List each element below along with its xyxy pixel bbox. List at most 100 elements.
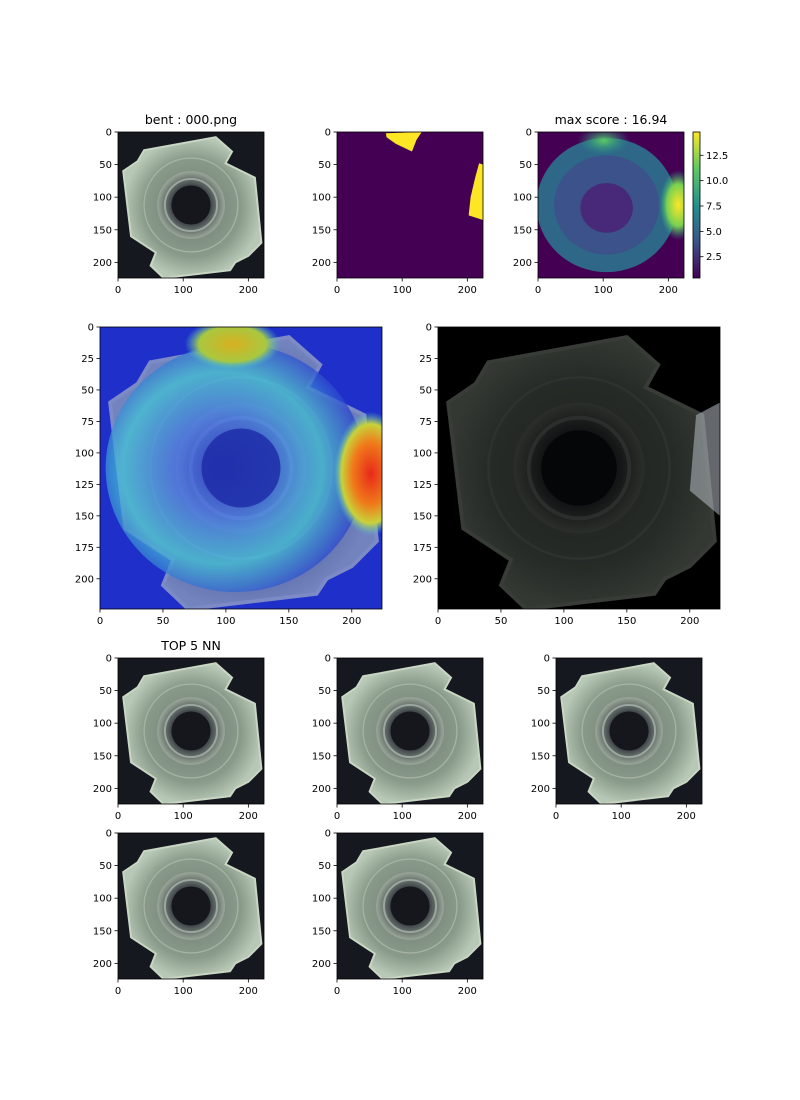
axes-frame xyxy=(117,657,265,805)
x-tick-label: 100 xyxy=(393,986,412,997)
axes-frame xyxy=(336,131,484,279)
y-tick-label: 175 xyxy=(75,543,94,554)
y-tick-label: 50 xyxy=(318,686,331,697)
panel-title: bent : 000.png xyxy=(145,112,237,127)
colorbar-tick-label: 10.0 xyxy=(706,176,728,187)
panel-overlay: 0 50 100 150 200 0 25 50 75 100 125 150 175 200 xyxy=(75,323,383,627)
axes-frame xyxy=(99,326,383,610)
x-tick-label: 100 xyxy=(612,811,631,822)
x-tick-label: 200 xyxy=(677,811,696,822)
y-tick-label: 50 xyxy=(99,861,112,872)
x-tick-label: 100 xyxy=(216,616,235,627)
y-tick-label: 200 xyxy=(531,784,550,795)
panel-masked-image: 0 50 100 150 200 0 25 50 75 100 125 150 175 200 xyxy=(413,323,721,627)
x-tick-label: 0 xyxy=(334,285,340,296)
x-tick-label: 200 xyxy=(458,986,477,997)
y-tick-label: 50 xyxy=(519,160,532,171)
x-tick-label: 150 xyxy=(617,616,636,627)
colorbar-tick-label: 2.5 xyxy=(706,252,722,263)
x-tick-label: 100 xyxy=(594,285,613,296)
mask-region-top xyxy=(385,132,422,152)
x-tick-label: 100 xyxy=(554,616,573,627)
x-tick-label: 50 xyxy=(157,616,170,627)
panel-nn-3: 0 100 200 0 50 100 150 200 xyxy=(531,654,703,822)
y-tick-label: 200 xyxy=(312,959,331,970)
x-tick-label: 0 xyxy=(553,811,559,822)
x-tick-label: 200 xyxy=(342,616,361,627)
panel-mask: 0 100 200 0 50 100 150 200 xyxy=(312,128,484,296)
y-tick-label: 100 xyxy=(93,719,112,730)
y-tick-label: 25 xyxy=(81,354,94,365)
axes-frame xyxy=(117,832,265,980)
y-tick-label: 200 xyxy=(93,258,112,269)
y-tick-label: 100 xyxy=(513,193,532,204)
highlight-region xyxy=(689,402,720,516)
x-tick-label: 200 xyxy=(239,811,258,822)
axes-frame xyxy=(336,832,484,980)
y-tick-label: 50 xyxy=(81,385,94,396)
y-tick-label: 150 xyxy=(312,751,331,762)
x-tick-label: 0 xyxy=(535,285,541,296)
y-tick-label: 50 xyxy=(318,861,331,872)
y-tick-label: 50 xyxy=(537,686,550,697)
hotspot-top xyxy=(577,132,630,156)
panel-title: max score : 16.94 xyxy=(555,112,668,127)
x-tick-label: 100 xyxy=(174,285,193,296)
y-tick-label: 200 xyxy=(312,784,331,795)
x-tick-label: 100 xyxy=(393,811,412,822)
x-tick-label: 100 xyxy=(174,986,193,997)
y-tick-label: 100 xyxy=(312,193,331,204)
x-tick-label: 200 xyxy=(659,285,678,296)
y-tick-label: 150 xyxy=(531,751,550,762)
y-tick-label: 100 xyxy=(93,894,112,905)
x-tick-label: 0 xyxy=(435,616,441,627)
y-tick-label: 0 xyxy=(325,654,331,665)
colorbar-tick-label: 5.0 xyxy=(706,227,722,238)
y-tick-label: 125 xyxy=(413,480,432,491)
y-tick-label: 125 xyxy=(75,480,94,491)
y-tick-label: 200 xyxy=(312,258,331,269)
y-tick-label: 0 xyxy=(526,128,532,139)
y-tick-label: 0 xyxy=(544,654,550,665)
mask-region-right xyxy=(468,163,483,220)
x-tick-label: 200 xyxy=(680,616,699,627)
y-tick-label: 150 xyxy=(312,926,331,937)
y-tick-label: 200 xyxy=(93,784,112,795)
x-tick-label: 100 xyxy=(174,811,193,822)
y-tick-label: 0 xyxy=(88,323,94,334)
y-tick-label: 0 xyxy=(325,829,331,840)
y-tick-label: 200 xyxy=(413,574,432,585)
panel-nn-5: 0 100 200 0 50 100 150 200 xyxy=(312,829,484,997)
x-tick-label: 0 xyxy=(115,285,121,296)
panel-title: TOP 5 NN xyxy=(160,638,221,653)
x-tick-label: 0 xyxy=(97,616,103,627)
y-tick-label: 50 xyxy=(99,160,112,171)
y-tick-label: 150 xyxy=(93,926,112,937)
y-tick-label: 200 xyxy=(93,959,112,970)
y-tick-label: 0 xyxy=(426,323,432,334)
y-tick-label: 150 xyxy=(312,225,331,236)
x-tick-label: 0 xyxy=(334,811,340,822)
axes-frame xyxy=(537,131,685,279)
y-tick-label: 100 xyxy=(75,448,94,459)
overlay-hotspot-top xyxy=(184,327,281,370)
colorbar-tick-label: 12.5 xyxy=(706,151,728,162)
mask-background xyxy=(337,132,483,278)
x-tick-label: 200 xyxy=(458,285,477,296)
axes-frame xyxy=(437,326,721,610)
y-tick-label: 150 xyxy=(413,511,432,522)
panel-score-map: 0 100 200 0 50 100 150 200 max score : 16.94 xyxy=(513,112,685,296)
y-tick-label: 50 xyxy=(99,686,112,697)
y-tick-label: 200 xyxy=(513,258,532,269)
x-tick-label: 50 xyxy=(495,616,508,627)
y-tick-label: 75 xyxy=(419,417,432,428)
y-tick-label: 0 xyxy=(106,128,112,139)
x-tick-label: 200 xyxy=(458,811,477,822)
y-tick-label: 0 xyxy=(106,829,112,840)
overlay-hotspot-right xyxy=(334,411,382,536)
axes-frame xyxy=(117,131,265,279)
y-tick-label: 100 xyxy=(413,448,432,459)
y-tick-label: 50 xyxy=(318,160,331,171)
axes-frame xyxy=(336,657,484,805)
